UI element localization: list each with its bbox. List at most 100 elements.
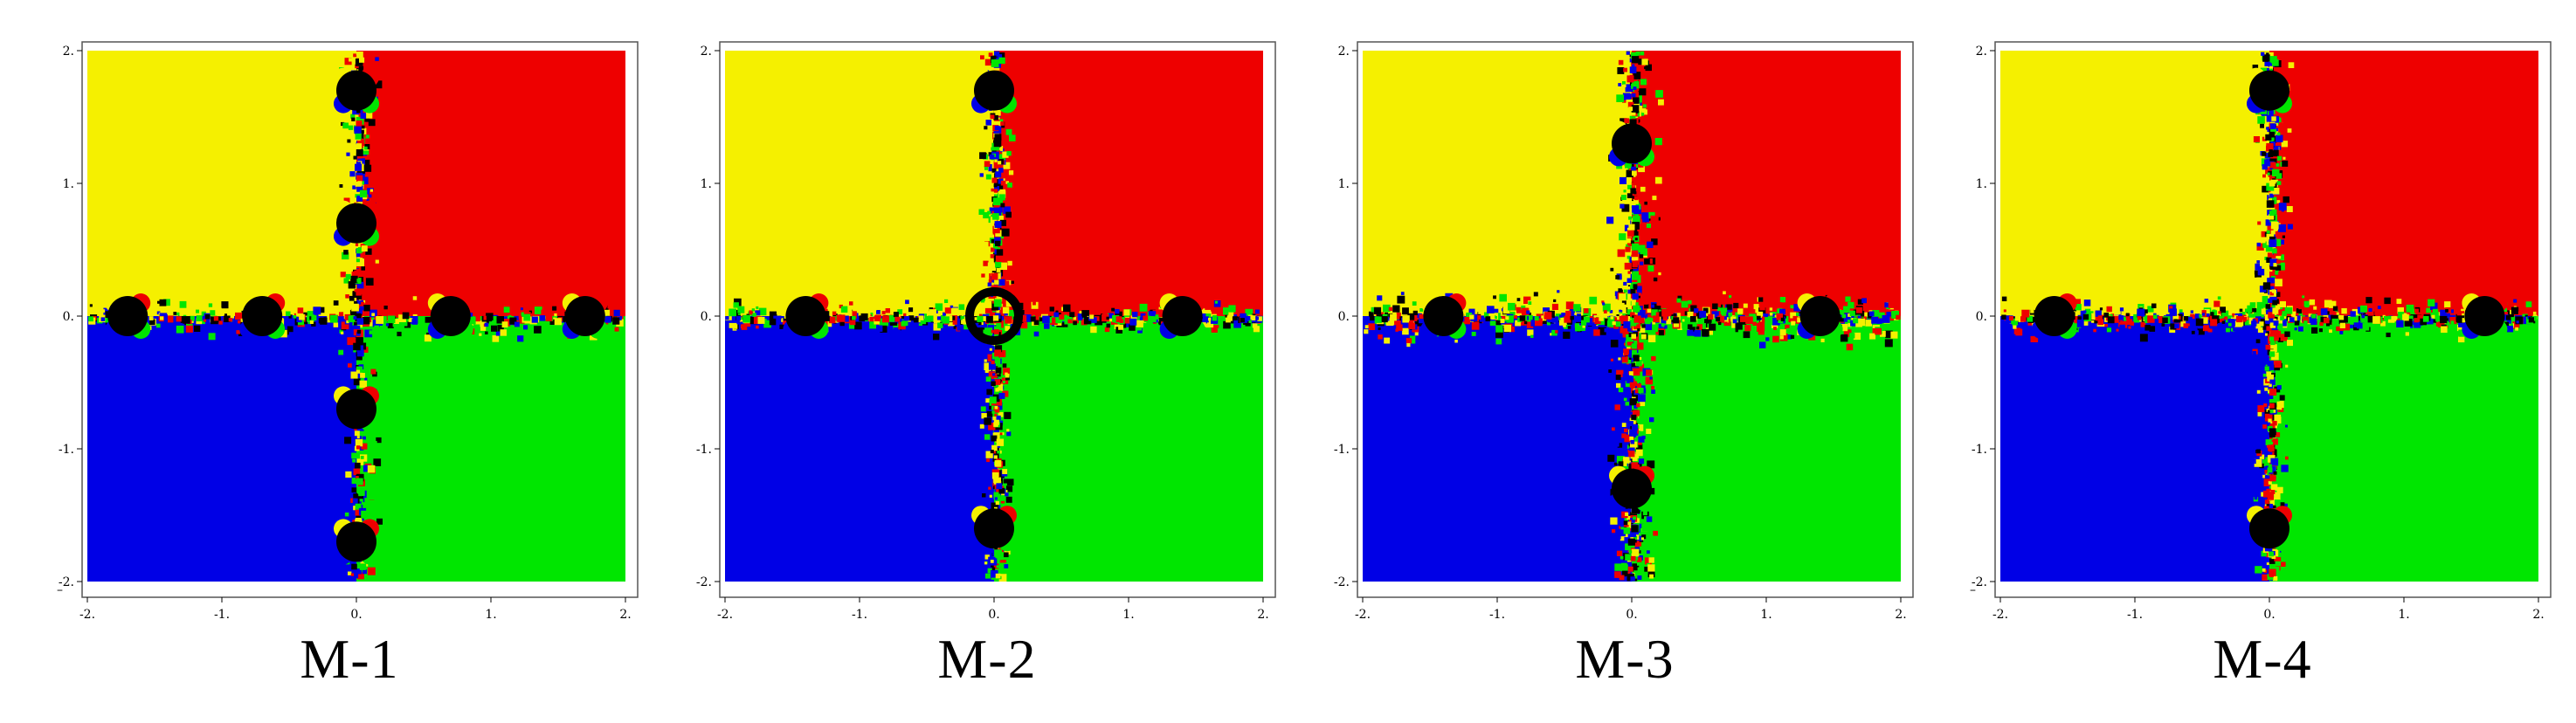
boundary-speckle — [908, 307, 914, 313]
boundary-speckle — [311, 321, 316, 327]
boundary-speckle — [992, 213, 999, 220]
boundary-speckle — [1765, 316, 1773, 325]
boundary-speckle — [2428, 299, 2435, 306]
boundary-speckle — [1618, 83, 1622, 86]
boundary-speckle — [982, 493, 986, 498]
boundary-speckle — [361, 443, 368, 450]
boundary-speckle — [1388, 306, 1393, 311]
boundary-speckle — [236, 330, 240, 334]
boundary-speckle — [1630, 315, 1633, 319]
boundary-speckle — [2294, 320, 2300, 326]
boundary-speckle — [980, 55, 984, 60]
boundary-speckle — [2239, 308, 2243, 313]
boundary-speckle — [1212, 315, 1218, 320]
boundary-speckle — [996, 295, 1001, 300]
boundary-speckle — [1624, 537, 1629, 542]
boundary-speckle — [1150, 316, 1157, 322]
boundary-speckle — [2308, 307, 2312, 311]
boundary-speckle — [1211, 325, 1219, 333]
boundary-speckle — [910, 319, 915, 324]
boundary-speckle — [998, 194, 1005, 201]
boundary-speckle — [288, 314, 293, 319]
boundary-speckle — [1559, 320, 1565, 326]
boundary-speckle — [356, 258, 364, 266]
boundary-speckle — [1223, 307, 1231, 315]
boundary-speckle — [756, 325, 759, 329]
boundary-speckle — [379, 322, 383, 326]
boundary-speckle — [997, 546, 1004, 553]
boundary-speckle — [213, 316, 219, 321]
boundary-speckle — [1735, 329, 1738, 333]
boundary-speckle — [1630, 531, 1636, 538]
boundary-speckle — [990, 217, 998, 224]
boundary-speckle — [1632, 258, 1636, 261]
boundary-speckle — [1633, 516, 1636, 520]
boundary-speckle — [2282, 196, 2289, 203]
boundary-speckle — [356, 369, 361, 374]
boundary-speckle — [983, 212, 990, 219]
boundary-speckle — [1006, 406, 1011, 410]
boundary-speckle — [1621, 423, 1626, 427]
boundary-speckle — [1649, 417, 1654, 423]
boundary-speckle — [2221, 310, 2230, 319]
boundary-speckle — [503, 306, 510, 313]
boundary-speckle — [1797, 317, 1803, 323]
boundary-speckle — [1623, 520, 1628, 526]
boundary-speckle — [352, 107, 360, 115]
boundary-speckle — [1633, 404, 1638, 409]
boundary-speckle — [1614, 291, 1620, 297]
boundary-speckle — [2202, 325, 2209, 332]
boundary-speckle — [411, 319, 418, 325]
boundary-speckle — [2284, 503, 2288, 507]
boundary-speckle — [978, 209, 984, 215]
boundary-speckle — [1633, 72, 1641, 79]
boundary-speckle — [1616, 456, 1625, 465]
boundary-speckle — [998, 562, 1007, 571]
boundary-speckle — [1632, 456, 1638, 462]
boundary-speckle — [1619, 118, 1627, 126]
boundary-speckle — [960, 316, 964, 320]
boundary-speckle — [1603, 310, 1607, 313]
boundary-speckle — [344, 316, 348, 320]
boundary-speckle — [2517, 327, 2524, 334]
boundary-speckle — [1000, 180, 1006, 186]
boundary-speckle — [1402, 315, 1410, 323]
boundary-speckle — [1628, 216, 1632, 220]
boundary-speckle — [1469, 314, 1474, 320]
boundary-speckle — [361, 176, 369, 184]
boundary-speckle — [391, 310, 399, 318]
boundary-speckle — [1228, 305, 1236, 313]
boundary-speckle — [995, 367, 1002, 374]
boundary-speckle — [2396, 299, 2402, 304]
boundary-speckle — [1542, 320, 1547, 324]
boundary-speckle — [1607, 462, 1612, 466]
boundary-speckle — [1085, 303, 1094, 312]
boundary-speckle — [1049, 306, 1054, 312]
boundary-speckle — [1233, 320, 1241, 328]
boundary-speckle — [987, 354, 995, 362]
boundary-speckle — [2140, 321, 2146, 327]
x-tick-label: 2. — [1895, 608, 1906, 622]
boundary-speckle — [1618, 461, 1624, 467]
boundary-speckle — [1636, 288, 1642, 294]
boundary-speckle — [901, 315, 905, 319]
boundary-speckle — [998, 215, 1004, 222]
boundary-speckle — [2213, 300, 2220, 307]
boundary-speckle — [1614, 571, 1621, 578]
boundary-speckle — [1005, 326, 1011, 331]
boundary-speckle — [994, 120, 1001, 128]
boundary-speckle — [1475, 306, 1484, 314]
boundary-speckle — [879, 321, 883, 327]
boundary-speckle — [1608, 369, 1613, 373]
boundary-speckle — [1623, 84, 1626, 87]
boundary-speckle — [1251, 315, 1257, 320]
boundary-speckle — [2080, 310, 2086, 316]
boundary-speckle — [2179, 309, 2183, 313]
boundary-speckle — [388, 310, 395, 318]
boundary-speckle — [1628, 107, 1633, 111]
boundary-speckle — [1383, 304, 1391, 313]
boundary-speckle — [286, 311, 291, 316]
boundary-speckle — [2281, 141, 2288, 148]
boundary-speckle — [343, 278, 349, 284]
boundary-speckle — [2276, 271, 2283, 279]
